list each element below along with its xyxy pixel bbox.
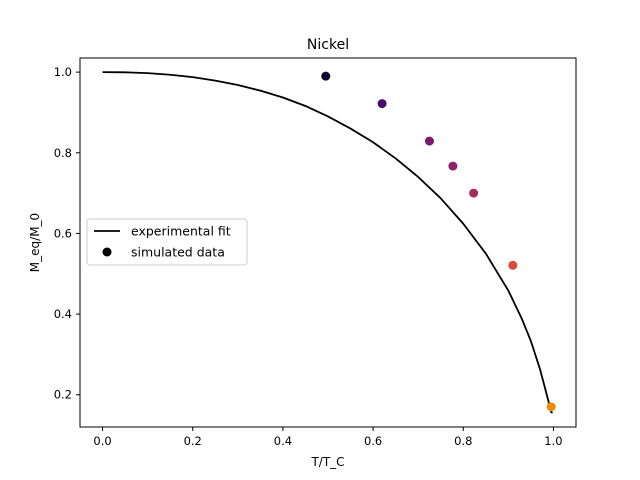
simulated-data-point — [546, 402, 556, 412]
simulated-data-point — [321, 71, 331, 81]
legend-label-experimental-fit: experimental fit — [131, 224, 231, 239]
legend-box — [86, 218, 248, 266]
experimental-fit-line — [102, 71, 554, 414]
x-tick-label: 0.0 — [93, 434, 111, 448]
x-tick-label: 0.6 — [364, 434, 382, 448]
plot-area — [102, 71, 556, 414]
y-tick-label: 0.2 — [54, 388, 72, 402]
chart-title: Nickel — [307, 37, 349, 53]
simulated-data-point — [377, 99, 387, 109]
simulated-data-point — [424, 136, 434, 146]
simulated-data-point — [508, 260, 518, 270]
y-axis-ticks: 0.2 0.4 0.6 0.8 1.0 — [54, 65, 80, 402]
x-axis-ticks: 0.0 0.2 0.4 0.6 0.8 1.0 — [93, 427, 563, 448]
x-axis-label: T/T_C — [310, 455, 344, 469]
y-axis-label: M_eq/M_0 — [28, 213, 42, 272]
x-tick-label: 0.8 — [454, 434, 472, 448]
legend-marker-swatch — [102, 247, 112, 257]
legend-label-simulated-data: simulated data — [131, 245, 225, 260]
x-tick-label: 0.2 — [184, 434, 202, 448]
y-tick-label: 0.4 — [54, 307, 72, 321]
y-tick-label: 0.6 — [54, 226, 72, 240]
legend: experimental fit simulated data — [86, 218, 248, 266]
simulated-data-point — [448, 161, 458, 171]
y-tick-label: 1.0 — [54, 65, 72, 79]
x-tick-label: 1.0 — [544, 434, 562, 448]
x-tick-label: 0.4 — [274, 434, 292, 448]
simulated-data-point — [469, 188, 479, 198]
plot-frame — [79, 57, 577, 428]
y-tick-label: 0.8 — [54, 146, 72, 160]
